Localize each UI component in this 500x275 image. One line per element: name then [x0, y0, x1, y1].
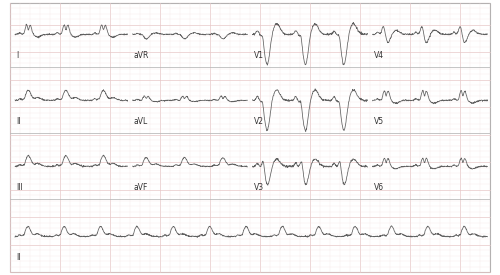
Text: aVF: aVF: [134, 183, 148, 192]
Text: V5: V5: [374, 117, 384, 126]
Text: III: III: [16, 183, 23, 192]
Text: II: II: [16, 117, 21, 126]
Text: V4: V4: [374, 51, 384, 60]
Text: V3: V3: [254, 183, 264, 192]
Text: II: II: [16, 253, 21, 262]
Text: V1: V1: [254, 51, 264, 60]
Text: aVR: aVR: [134, 51, 150, 60]
Text: V2: V2: [254, 117, 264, 126]
Text: V6: V6: [374, 183, 384, 192]
Text: I: I: [16, 51, 19, 60]
Text: aVL: aVL: [134, 117, 148, 126]
